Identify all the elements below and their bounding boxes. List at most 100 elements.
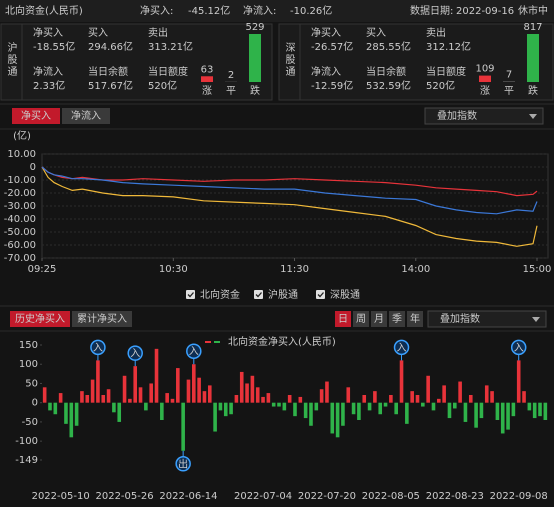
bar	[69, 402, 74, 438]
bar	[154, 348, 159, 403]
breadth-bar	[249, 34, 261, 82]
bar	[484, 385, 489, 403]
legend-label[interactable]: 深股通	[330, 289, 360, 301]
period-button[interactable]	[335, 311, 351, 327]
breadth-bar	[201, 76, 213, 82]
signal-icon	[127, 345, 143, 361]
cell-label: 当日额度	[426, 65, 466, 78]
bar	[373, 391, 377, 403]
legend-label[interactable]: 沪股通	[268, 288, 298, 301]
period-button[interactable]	[353, 311, 369, 327]
cell-label: 买入	[88, 27, 108, 39]
period-label[interactable]: 日	[338, 314, 348, 325]
chart-title: 北向资金净买入(人民币)	[228, 335, 336, 348]
y-tick-label: -100	[15, 436, 38, 447]
bar	[452, 402, 457, 409]
bar	[378, 402, 383, 415]
breadth-label: 涨	[202, 85, 212, 97]
bar	[117, 402, 122, 422]
y-tick-label: -30.00	[4, 201, 36, 212]
cell-value: 520亿	[148, 79, 177, 92]
tab-label[interactable]: 历史净买入	[15, 312, 65, 325]
breadth-count: 2	[228, 70, 234, 81]
bar	[346, 387, 351, 403]
period-label[interactable]: 季	[392, 313, 402, 325]
signal-label: 入	[130, 349, 140, 360]
overlay-dropdown[interactable]	[427, 310, 547, 328]
bar	[538, 402, 542, 417]
bar	[250, 375, 255, 403]
bar	[415, 395, 420, 403]
net-inflow-value: -10.26亿	[290, 4, 332, 17]
tab[interactable]	[62, 108, 110, 124]
y-tick-label: 10.00	[7, 149, 36, 160]
period-label[interactable]: 周	[356, 313, 366, 325]
breadth-bar	[479, 75, 491, 82]
legend-checkbox[interactable]	[254, 290, 263, 299]
breadth-label: 平	[226, 86, 236, 97]
bar	[468, 395, 473, 403]
bar	[58, 393, 63, 403]
y-tick-label: 0	[30, 162, 36, 173]
period-button[interactable]	[389, 311, 405, 327]
bar	[197, 377, 201, 403]
signal-label: 入	[397, 343, 407, 354]
legend-checkbox[interactable]	[316, 290, 325, 299]
y-axis-title: (亿)	[13, 129, 31, 142]
period-button[interactable]	[371, 311, 387, 327]
x-tick-label: 2022-05-10	[32, 491, 90, 502]
bar	[122, 375, 127, 403]
period-label[interactable]: 月	[374, 313, 384, 325]
bar	[437, 398, 441, 403]
cell-label: 净流入	[311, 65, 341, 78]
bar	[479, 402, 484, 419]
breadth-count: 529	[245, 22, 264, 33]
bar	[160, 402, 164, 420]
legend-label[interactable]: 北向资金	[200, 288, 240, 301]
bar	[133, 366, 138, 403]
signal-icon	[90, 339, 106, 356]
cell-label: 当日余额	[366, 65, 406, 78]
cell-label: 买入	[366, 27, 386, 39]
tab[interactable]	[72, 311, 132, 327]
bar	[500, 402, 505, 434]
cell-value: 312.12亿	[426, 40, 471, 53]
bar	[138, 387, 143, 403]
y-tick-label: -50	[22, 417, 38, 428]
overlay-dropdown[interactable]	[424, 107, 544, 125]
bar	[421, 402, 425, 407]
bar	[335, 402, 340, 438]
tab[interactable]	[10, 311, 70, 327]
overlay-label[interactable]: 叠加指数	[437, 109, 477, 122]
tab[interactable]	[12, 108, 60, 124]
period-label[interactable]: 年	[410, 312, 420, 325]
cell-value: 517.67亿	[88, 79, 133, 92]
bar	[234, 395, 239, 403]
signal-label: 出	[178, 457, 188, 470]
bar	[399, 360, 404, 403]
tab-label[interactable]: 累计净买入	[77, 312, 127, 325]
tab-label[interactable]: 净买入	[21, 109, 51, 122]
y-tick-label: -10.00	[4, 175, 36, 186]
bar	[490, 391, 494, 403]
cell-label: 卖出	[148, 26, 168, 39]
bar	[325, 381, 329, 403]
bar	[442, 385, 446, 403]
date-label: 数据日期:	[410, 4, 453, 17]
breadth-label: 涨	[480, 85, 490, 97]
header-bar	[0, 0, 554, 22]
overlay-label[interactable]: 叠加指数	[440, 312, 480, 325]
bar	[128, 398, 132, 403]
tab-label[interactable]: 净流入	[71, 109, 101, 122]
y-tick-label: -60.00	[4, 240, 36, 251]
bar	[362, 395, 367, 403]
bar	[298, 396, 303, 403]
y-tick-label: 150	[19, 340, 38, 351]
period-button[interactable]	[407, 311, 423, 327]
bar	[64, 402, 68, 424]
signal-label: 入	[514, 343, 524, 354]
legend-checkbox[interactable]	[186, 290, 195, 299]
bar	[309, 402, 313, 426]
signal-icon	[186, 343, 202, 359]
